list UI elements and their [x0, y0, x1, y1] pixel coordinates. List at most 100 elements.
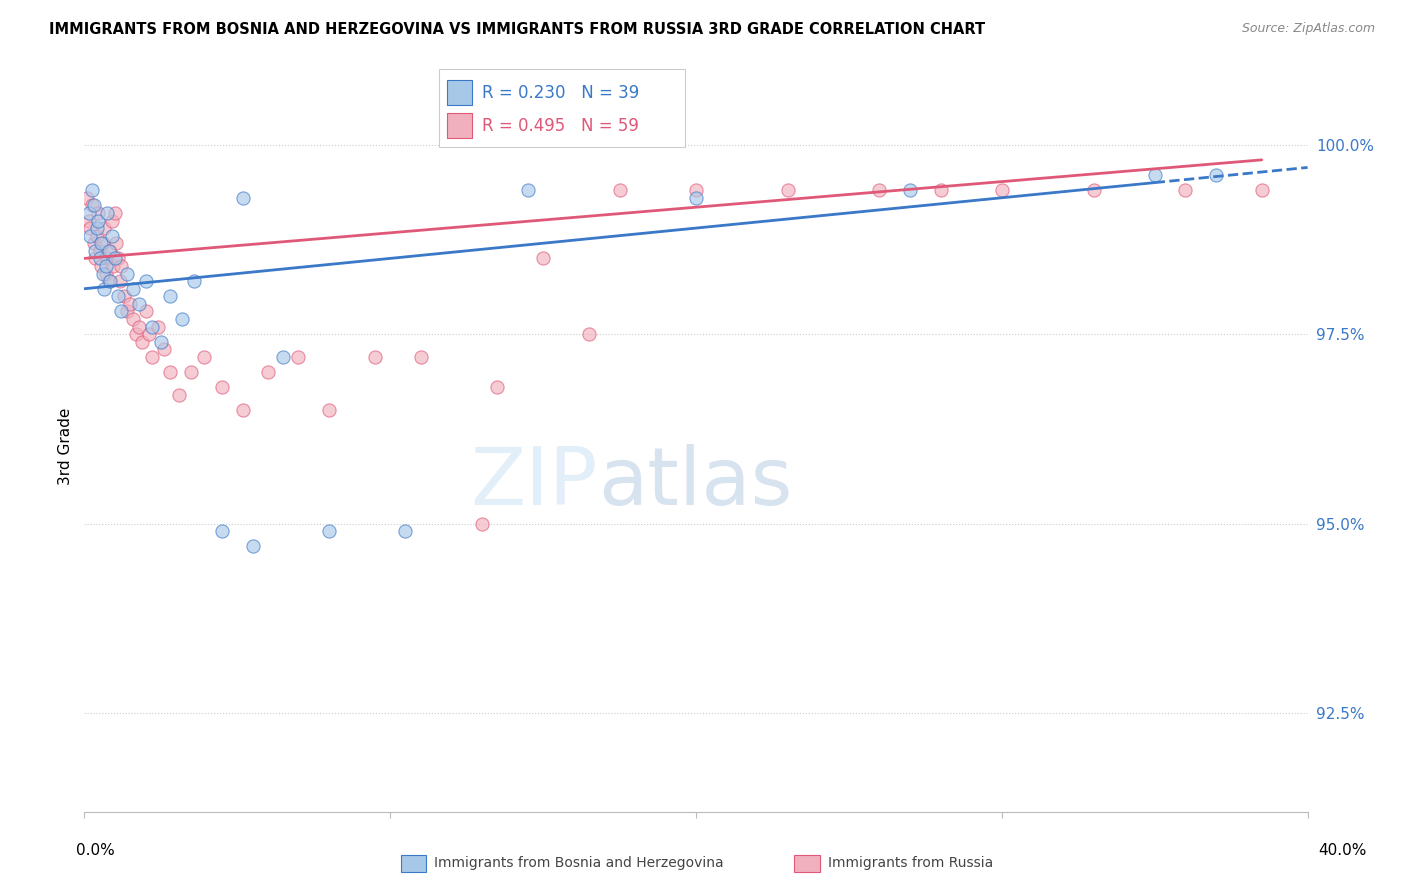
Point [98, 244, 121, 258]
Text: Immigrants from Russia: Immigrants from Russia [828, 856, 994, 871]
Point [531, 252, 554, 266]
Text: 40.0%: 40.0% [1319, 843, 1367, 858]
Point [91, 236, 114, 251]
Point [108, 274, 131, 288]
Point [685, 183, 707, 197]
Point [115, 304, 138, 318]
Point [287, 350, 309, 364]
Point [90, 259, 112, 273]
Y-axis label: 3rd Grade: 3rd Grade [58, 408, 73, 484]
Point [211, 380, 233, 394]
Point [77, 206, 100, 220]
Point [77, 213, 100, 227]
Point [364, 350, 387, 364]
Point [80, 198, 103, 212]
Point [125, 327, 148, 342]
Point [135, 274, 157, 288]
Point [110, 259, 132, 273]
Point [180, 365, 202, 379]
Point [107, 252, 129, 266]
Point [87, 206, 110, 220]
Point [112, 289, 135, 303]
Point [131, 334, 153, 349]
Point [93, 282, 115, 296]
Point [98, 274, 121, 288]
Point [172, 312, 194, 326]
Point [394, 524, 416, 539]
Point [409, 350, 432, 364]
Point [84, 252, 107, 266]
Point [898, 183, 921, 197]
Point [115, 267, 138, 281]
Point [135, 304, 157, 318]
Point [141, 319, 163, 334]
Point [94, 267, 117, 281]
Point [94, 259, 117, 273]
Point [128, 319, 150, 334]
Point [609, 183, 631, 197]
Point [869, 183, 891, 197]
Point [86, 228, 108, 243]
Point [104, 206, 127, 220]
Text: IMMIGRANTS FROM BOSNIA AND HERZEGOVINA VS IMMIGRANTS FROM RUSSIA 3RD GRADE CORRE: IMMIGRANTS FROM BOSNIA AND HERZEGOVINA V… [49, 22, 986, 37]
Point [89, 252, 111, 266]
Point [193, 350, 215, 364]
Point [242, 540, 264, 554]
Point [141, 350, 163, 364]
Point [146, 319, 169, 334]
Point [153, 343, 176, 357]
Point [101, 228, 124, 243]
Point [1205, 168, 1227, 182]
Text: R = 0.230   N = 39: R = 0.230 N = 39 [482, 84, 640, 102]
Point [107, 289, 129, 303]
Point [232, 191, 254, 205]
Point [1250, 183, 1272, 197]
Point [76, 191, 98, 205]
Point [83, 198, 105, 212]
Text: R = 0.495   N = 59: R = 0.495 N = 59 [482, 117, 640, 135]
Point [79, 228, 101, 243]
Point [122, 312, 145, 326]
Text: ZIP: ZIP [471, 443, 598, 522]
Point [84, 244, 107, 258]
Point [471, 516, 494, 531]
Point [167, 388, 190, 402]
Point [103, 259, 125, 273]
Point [101, 213, 124, 227]
Text: 0.0%: 0.0% [76, 843, 115, 858]
Point [96, 206, 118, 220]
Point [93, 221, 115, 235]
Point [83, 236, 105, 251]
Point [105, 236, 128, 251]
Point [97, 244, 120, 258]
Point [318, 403, 340, 417]
Point [1083, 183, 1105, 197]
Point [991, 183, 1014, 197]
Point [776, 183, 799, 197]
Point [318, 524, 340, 539]
Text: Immigrants from Bosnia and Herzegovina: Immigrants from Bosnia and Herzegovina [434, 856, 724, 871]
Point [1174, 183, 1197, 197]
Point [929, 183, 952, 197]
Point [89, 244, 111, 258]
Point [90, 236, 112, 251]
Point [159, 365, 181, 379]
Point [97, 274, 120, 288]
Point [80, 183, 103, 197]
Point [486, 380, 509, 394]
Point [120, 297, 142, 311]
Point [86, 221, 108, 235]
Point [96, 252, 118, 266]
Point [122, 282, 145, 296]
Text: atlas: atlas [598, 443, 793, 522]
Point [183, 274, 205, 288]
Point [91, 267, 114, 281]
Point [1143, 168, 1166, 182]
Point [578, 327, 600, 342]
Point [271, 350, 294, 364]
Point [257, 365, 280, 379]
Point [159, 289, 181, 303]
Point [138, 327, 160, 342]
Point [516, 183, 538, 197]
Point [87, 213, 110, 227]
